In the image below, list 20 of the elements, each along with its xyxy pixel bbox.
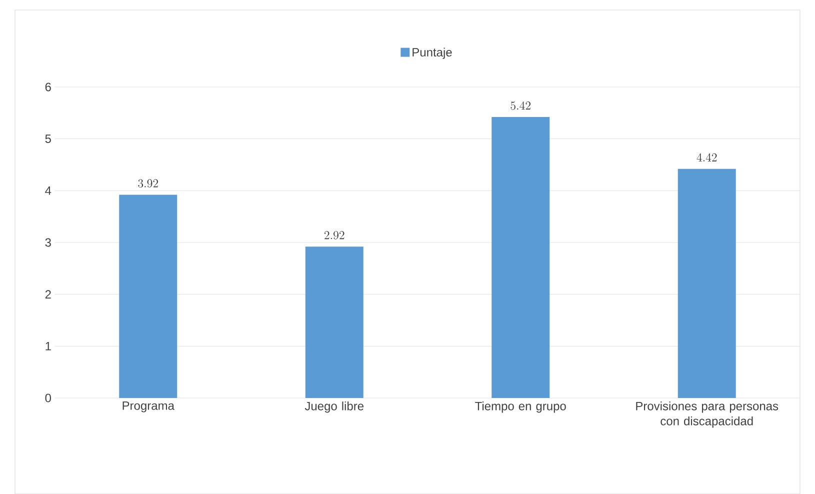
y-tick-label: 1 [46,342,51,350]
data-label: 4.42 [696,153,717,162]
x-tick-label: Juego libre [304,402,364,413]
bar [305,246,364,398]
x-tick-label: Programa [122,402,174,412]
y-tick-label: 5 [45,134,51,144]
x-tick-label: Tiempo en grupo [475,402,566,413]
y-tick-label: 2 [45,290,51,299]
x-tick-label: Provisiones para personas con discapacidad [636,402,778,428]
legend-label: Puntaje [412,48,452,59]
y-tick-label: 3 [45,238,51,247]
y-tick-label: 6 [45,82,51,92]
bar [119,194,178,398]
data-label: 5.42 [510,101,530,110]
y-tick-label: 4 [45,186,52,195]
bar [678,168,736,398]
bar [492,117,550,398]
data-label: 3.92 [138,179,158,188]
data-label: 2.92 [324,231,344,240]
y-tick-label: 0 [45,394,52,402]
